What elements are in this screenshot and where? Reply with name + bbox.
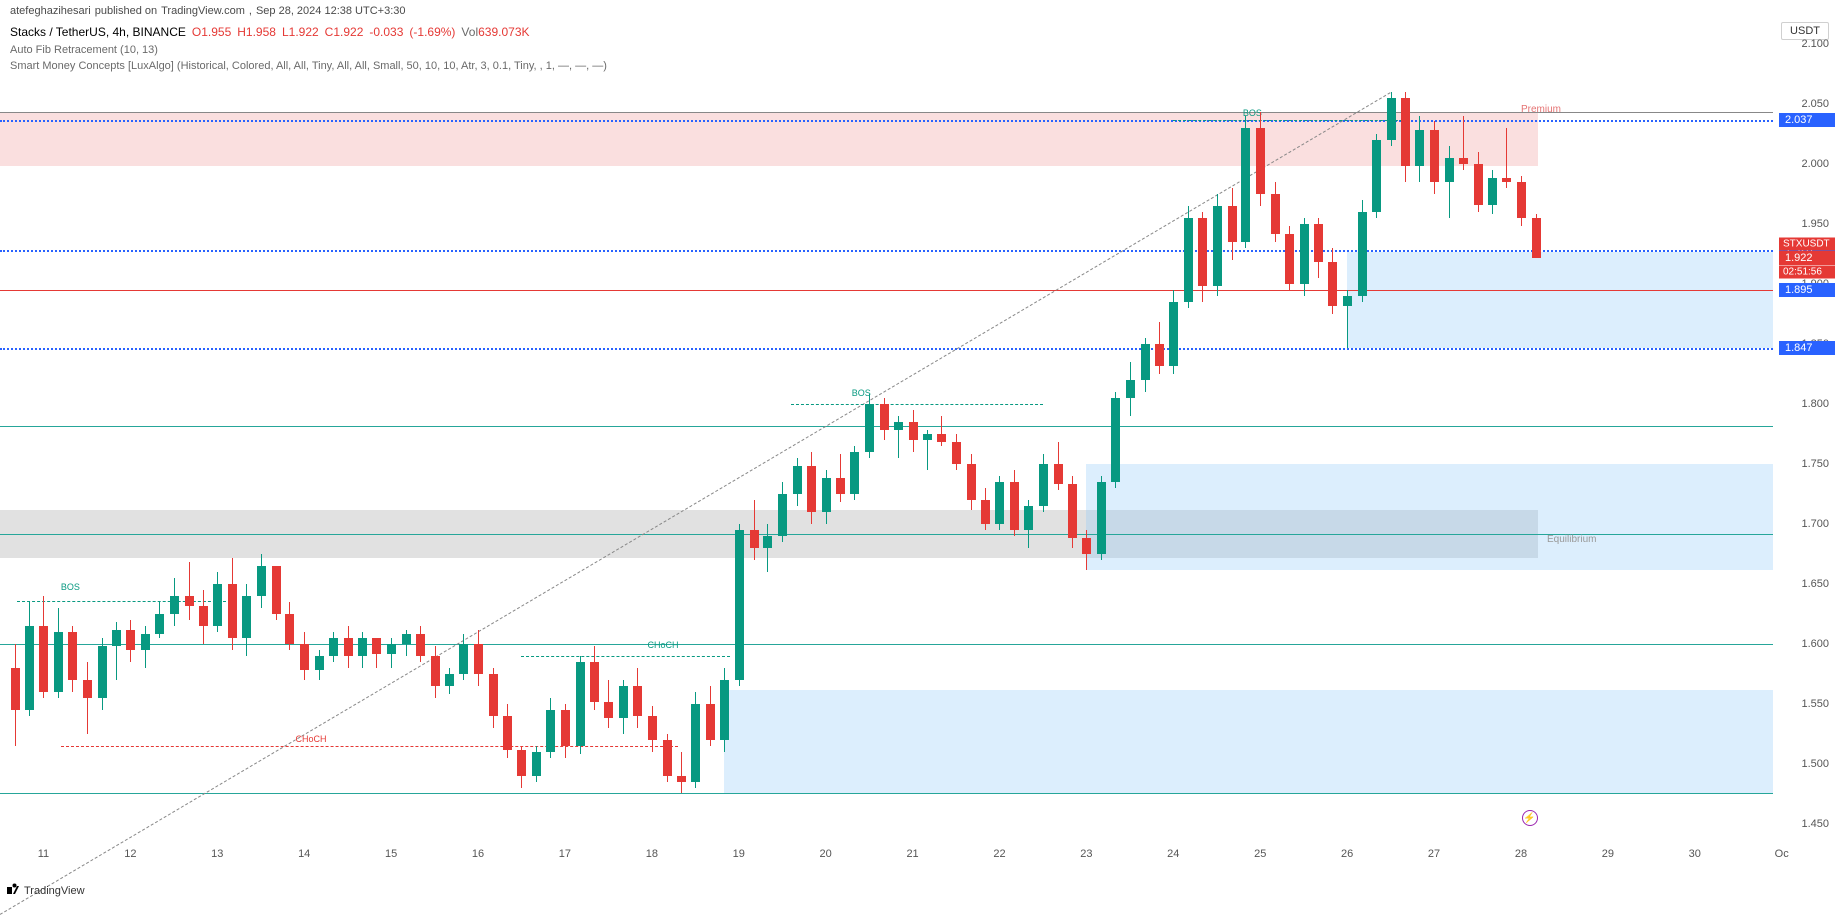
xtick: 21 (906, 848, 918, 860)
ytick: 1.750 (1801, 458, 1829, 470)
ytick: 2.100 (1801, 38, 1829, 50)
publish-header: atefeghazihesari published on TradingVie… (0, 0, 1835, 22)
xtick: 30 (1689, 848, 1701, 860)
publisher: atefeghazihesari (10, 5, 91, 17)
time-axis[interactable]: 11 12 13 14 15 16 17 18 19 20 21 22 23 24 25 26 27 28 29 30… (0, 848, 1773, 868)
hline (0, 112, 1773, 113)
xtick: 18 (646, 848, 658, 860)
xtick: 17 (559, 848, 571, 860)
ytick: 1.950 (1801, 218, 1829, 230)
xtick: 28 (1515, 848, 1527, 860)
footer: TradingView (6, 882, 85, 899)
structure-label: CHoCH (647, 640, 678, 650)
symbol-tag: STXUSDT (1779, 237, 1835, 250)
structure-line (1173, 120, 1408, 121)
ytick: 1.450 (1801, 818, 1829, 830)
structure-line (17, 601, 226, 602)
xtick: 20 (820, 848, 832, 860)
zone (724, 690, 1773, 793)
xtick: 13 (211, 848, 223, 860)
tradingview-logo-icon (6, 882, 20, 899)
price-tag: 1.895 (1779, 283, 1835, 297)
ytick: 1.600 (1801, 638, 1829, 650)
xtick: 12 (124, 848, 136, 860)
xtick: 14 (298, 848, 310, 860)
hline (0, 290, 1773, 291)
price-tag: 1.847 (1779, 341, 1835, 355)
dotted-line (0, 120, 1773, 122)
price-tag: 2.037 (1779, 113, 1835, 127)
chart-label: Premium (1521, 104, 1561, 115)
structure-line (521, 656, 730, 657)
chart-label: Equilibrium (1547, 534, 1596, 545)
xtick: 24 (1167, 848, 1179, 860)
ytick: 2.000 (1801, 158, 1829, 170)
price-tag: 1.922 (1779, 251, 1835, 265)
hline (0, 793, 1773, 794)
ytick: 1.550 (1801, 698, 1829, 710)
countdown-tag: 02:51:56 (1779, 265, 1835, 278)
structure-line (61, 746, 678, 747)
xtick: 22 (993, 848, 1005, 860)
xtick: 29 (1602, 848, 1614, 860)
xtick: 23 (1080, 848, 1092, 860)
hline (0, 534, 1773, 535)
structure-label: BOS (61, 582, 80, 592)
xtick: 15 (385, 848, 397, 860)
xtick: 11 (38, 848, 49, 860)
chart-area[interactable]: BOSCHoCHCHoCHBOSBOSPremiumEquilibrium⚡ (0, 20, 1773, 848)
structure-label: CHoCH (296, 734, 327, 744)
lightning-icon[interactable]: ⚡ (1522, 810, 1538, 826)
dotted-line (0, 348, 1773, 350)
ytick: 1.650 (1801, 578, 1829, 590)
xtick: 16 (472, 848, 484, 860)
hline (0, 644, 1773, 645)
xtick: 25 (1254, 848, 1266, 860)
dotted-line (0, 250, 1773, 252)
timestamp: Sep 28, 2024 12:38 UTC+3:30 (256, 5, 406, 17)
structure-label: BOS (852, 388, 871, 398)
xtick: 19 (733, 848, 745, 860)
ytick: 1.700 (1801, 518, 1829, 530)
zone (1347, 252, 1773, 348)
ytick: 1.500 (1801, 758, 1829, 770)
price-axis[interactable]: 2.1002.0502.0001.9501.9001.8501.8001.750… (1773, 20, 1835, 848)
structure-line (791, 404, 1043, 405)
ytick: 1.800 (1801, 398, 1829, 410)
xtick: Oc (1775, 848, 1789, 860)
zone (1086, 464, 1773, 570)
xtick: 26 (1341, 848, 1353, 860)
site: TradingView.com (161, 5, 245, 17)
xtick: 27 (1428, 848, 1440, 860)
ytick: 2.050 (1801, 98, 1829, 110)
